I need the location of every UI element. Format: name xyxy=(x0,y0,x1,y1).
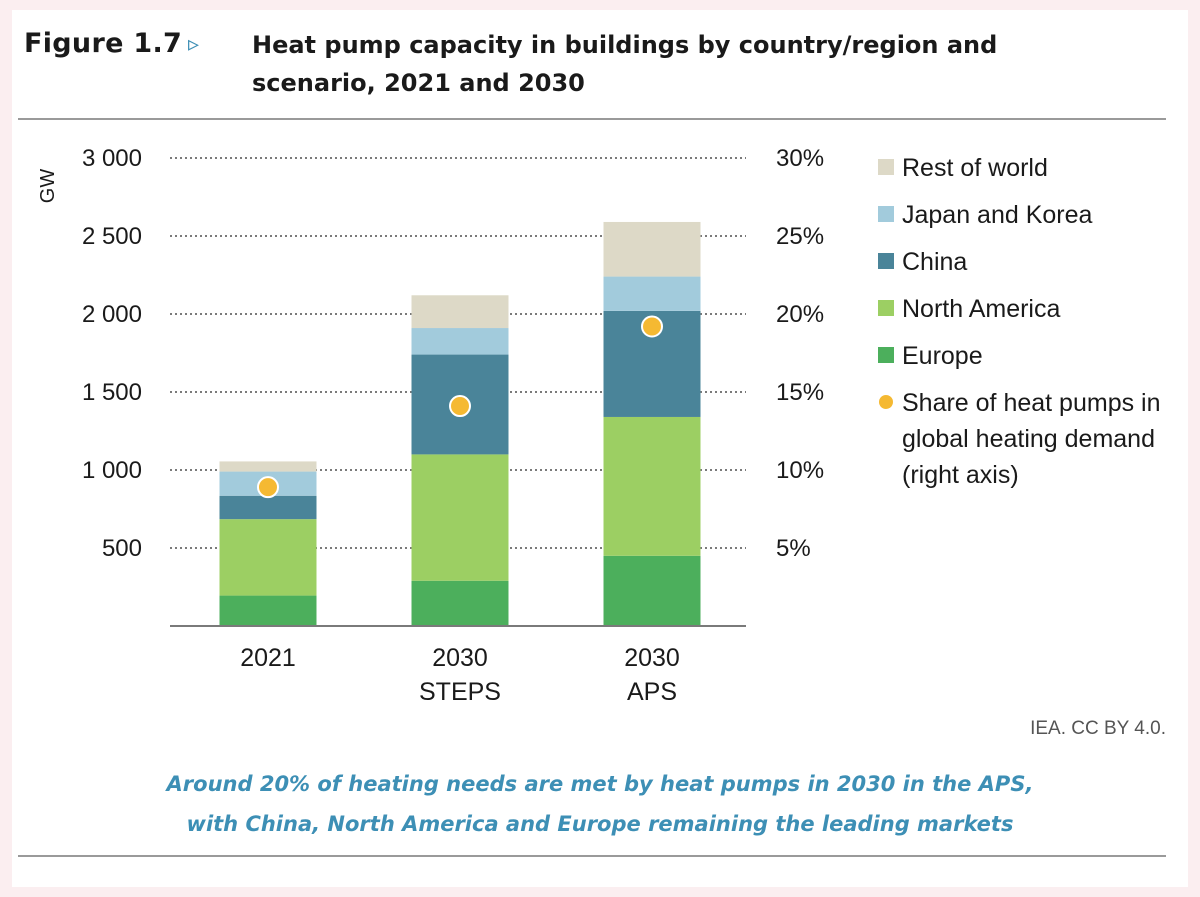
legend-label: North America xyxy=(902,295,1061,323)
bar-north-america-1 xyxy=(411,454,509,581)
y-tick-label-2000: 2 000 xyxy=(82,301,142,328)
bar-rest-of-world-1 xyxy=(411,295,509,329)
y-tick-label-2500: 2 500 xyxy=(82,223,142,250)
bar-north-america-0 xyxy=(219,519,317,596)
y2-tick-label-15: 15% xyxy=(776,379,824,406)
category-sublabel-2: APS xyxy=(627,678,677,706)
caption-line-1: Around 20% of heating needs are met by h… xyxy=(166,772,1034,796)
category-label-0: 2021 xyxy=(240,644,296,672)
legend-label: Rest of world xyxy=(902,154,1048,182)
caption-line-2: with China, North America and Europe rem… xyxy=(186,812,1014,836)
legend-item-rest-of-world: Rest of world xyxy=(878,150,1178,186)
legend-swatch xyxy=(878,253,894,269)
figure-page: Figure 1.7 ▹ Heat pump capacity in build… xyxy=(12,10,1188,887)
bar-rest-of-world-0 xyxy=(219,461,317,472)
legend-dot-icon xyxy=(879,395,893,409)
category-sublabel-1: STEPS xyxy=(419,678,501,706)
y2-tick-label-10: 10% xyxy=(776,457,824,484)
legend-label: Share of heat pumps in global heating de… xyxy=(902,389,1161,489)
y-tick-label-3000: 3 000 xyxy=(82,145,142,172)
y-axis-label: GW xyxy=(37,169,59,204)
y2-tick-label-5: 5% xyxy=(776,535,811,562)
legend-swatch xyxy=(878,347,894,363)
bottom-divider xyxy=(18,855,1166,857)
figure-caption: Around 20% of heating needs are met by h… xyxy=(42,764,1158,844)
bar-europe-0 xyxy=(219,595,317,626)
legend-swatch xyxy=(878,159,894,175)
legend-item-japan-and-korea: Japan and Korea xyxy=(878,197,1178,233)
legend-item-share: Share of heat pumps in global heating de… xyxy=(878,385,1182,493)
bar-europe-2 xyxy=(603,555,701,626)
bar-europe-1 xyxy=(411,580,509,626)
share-point-0 xyxy=(257,476,279,499)
y-tick-label-1500: 1 500 xyxy=(82,379,142,406)
bar-japan-and-korea-2 xyxy=(603,276,701,311)
bar-rest-of-world-2 xyxy=(603,221,701,277)
y2-tick-label-25: 25% xyxy=(776,223,824,250)
bar-north-america-2 xyxy=(603,416,701,556)
legend-item-north-america: North America xyxy=(878,291,1178,327)
y-tick-label-500: 500 xyxy=(102,535,142,562)
legend-swatch xyxy=(878,300,894,316)
legend-item-china: China xyxy=(878,244,1178,280)
bar-japan-and-korea-1 xyxy=(411,328,509,355)
share-point-1 xyxy=(449,395,471,418)
figure-title: Heat pump capacity in buildings by count… xyxy=(252,31,998,97)
legend-label: China xyxy=(902,248,968,276)
legend-swatch xyxy=(878,206,894,222)
share-point-2 xyxy=(641,315,663,338)
category-label-2: 2030 xyxy=(624,644,680,672)
stacked-bar-chart: 500 1 000 1 500 2 000 2 500 3 000 5% 10% 15% 20% 2… xyxy=(37,145,824,706)
y-tick-label-1000: 1 000 xyxy=(82,457,142,484)
legend-label: Japan and Korea xyxy=(902,201,1093,229)
y2-tick-label-20: 20% xyxy=(776,301,824,328)
source-credit: IEA. CC BY 4.0. xyxy=(1030,718,1166,739)
figure-label: Figure 1.7 xyxy=(24,28,183,59)
category-label-1: 2030 xyxy=(432,644,488,672)
chart-legend: Rest of world Japan and Korea China North A… xyxy=(878,150,1178,504)
top-divider xyxy=(18,118,1166,120)
y2-tick-label-30: 30% xyxy=(776,145,824,172)
figure-arrow-icon: ▹ xyxy=(188,32,200,57)
legend-item-europe: Europe xyxy=(878,338,1178,374)
legend-label: Europe xyxy=(902,342,983,370)
bar-china-0 xyxy=(219,495,317,520)
